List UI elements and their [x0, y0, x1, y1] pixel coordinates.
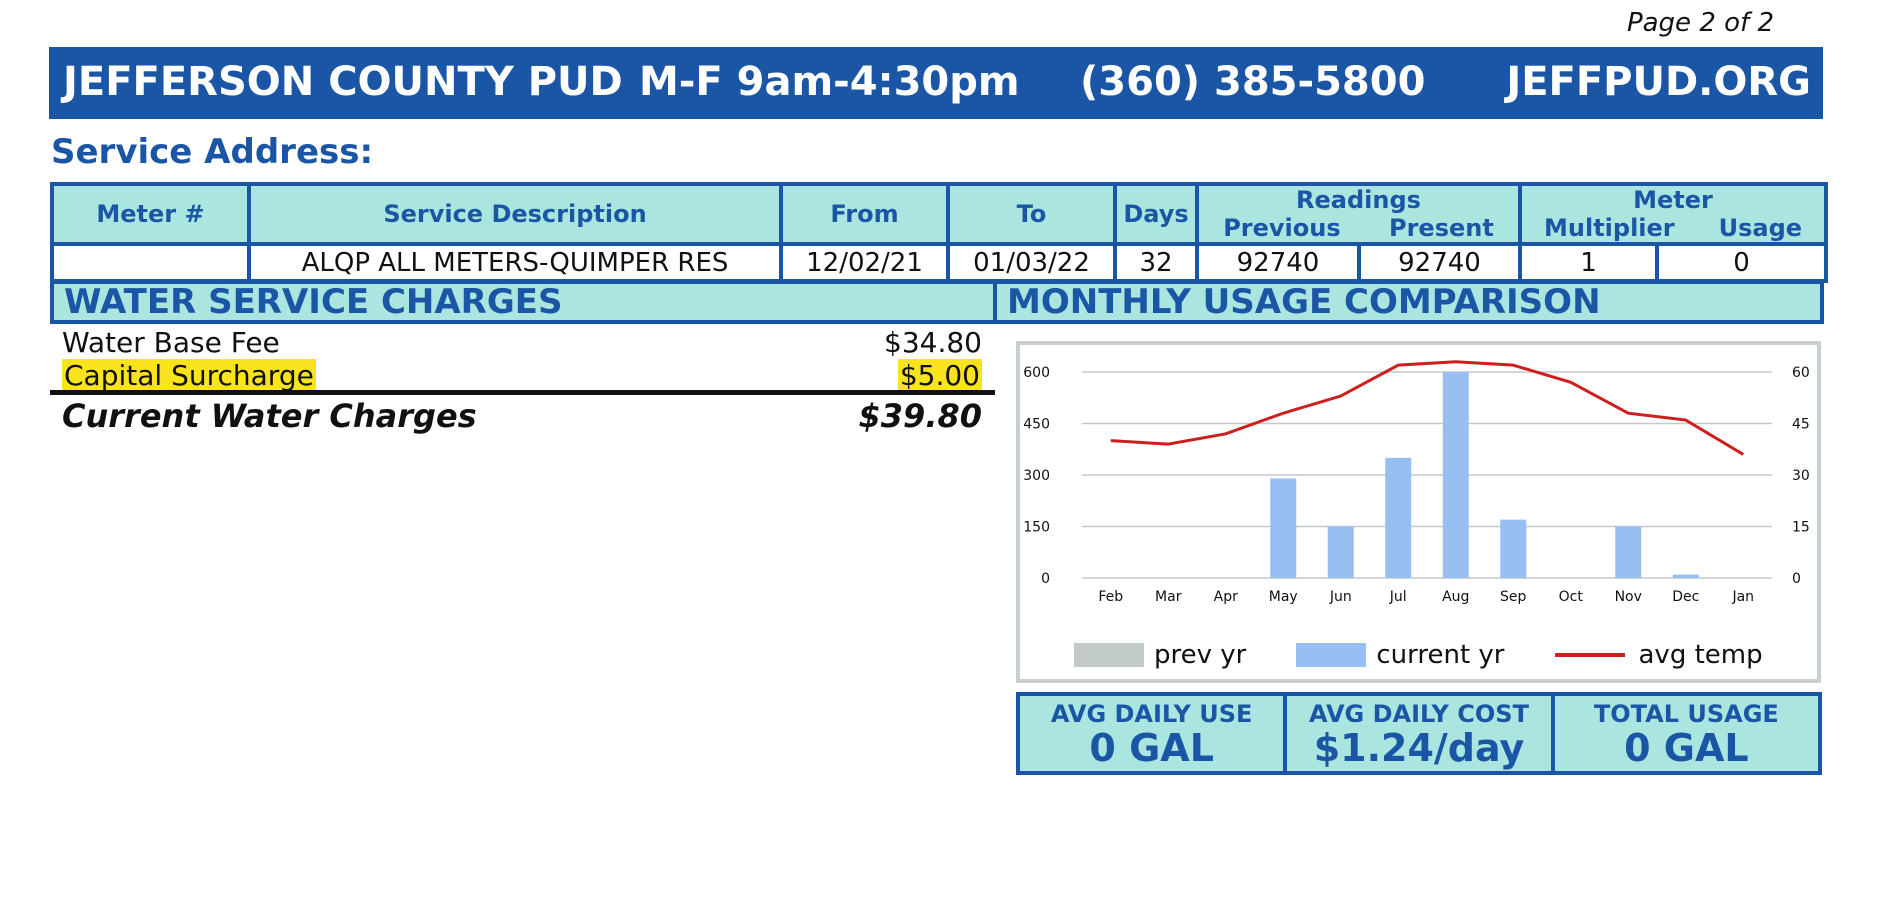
company-name: JEFFERSON COUNTY PUD	[63, 59, 623, 105]
readings-label: Readings	[1296, 186, 1421, 214]
total-label: Current Water Charges	[62, 397, 477, 435]
charge-label: Water Base Fee	[62, 326, 280, 359]
legend-label: avg temp	[1638, 640, 1763, 670]
y-left-tick-label: 300	[1023, 468, 1050, 484]
bar-current-yr-aug	[1442, 372, 1469, 578]
charge-amount: $34.80	[884, 326, 982, 359]
present-cell: 92740	[1356, 242, 1523, 283]
multiplier-header: Multiplier	[1544, 214, 1675, 242]
meter-num-header: Meter #	[50, 182, 251, 246]
page-number: Page 2 of 2	[1626, 8, 1774, 38]
x-tick-label: Feb	[1098, 589, 1123, 605]
stat-label: TOTAL USAGE	[1593, 700, 1779, 728]
legend-line	[1554, 653, 1625, 657]
service-description-cell: ALQP ALL METERS-QUIMPER RES	[247, 242, 783, 283]
x-tick-label: Mar	[1155, 589, 1182, 605]
line-avg-temp	[1110, 360, 1745, 456]
y-right-tick-label: 60	[1792, 365, 1810, 381]
usage-chart: 0 150 300 450 600 0 15 30 45 60 Feb Mar Apr May Jun Jul…	[1016, 341, 1821, 683]
stat-value: $1.24/day	[1313, 726, 1525, 770]
y-right-tick-label: 15	[1792, 520, 1810, 536]
x-tick-label: Sep	[1500, 589, 1527, 605]
x-tick-label: Oct	[1559, 589, 1584, 605]
meter-table-header: Meter # Service Description From To Days…	[50, 182, 1829, 246]
x-tick-label: May	[1269, 589, 1298, 605]
meter-num-cell	[50, 242, 251, 283]
website-link[interactable]: JEFFPUD.ORG	[1506, 59, 1811, 105]
bar-current-yr-jul	[1385, 457, 1412, 578]
from-cell: 12/02/21	[779, 242, 950, 283]
header-bar: JEFFERSON COUNTY PUD M-F 9am-4:30pm (360…	[49, 47, 1823, 119]
legend-prev-yr: prev yr	[1074, 640, 1246, 670]
usage-stats: AVG DAILY USE 0 GAL AVG DAILY COST $1.24…	[1016, 692, 1822, 775]
y-left-tick-label: 600	[1023, 365, 1050, 381]
legend-current-yr: current yr	[1296, 640, 1505, 670]
stat-value: 0 GAL	[1624, 726, 1749, 770]
legend-swatch	[1296, 643, 1367, 667]
bar-current-yr-dec	[1672, 574, 1699, 578]
x-tick-label: Dec	[1672, 589, 1699, 605]
y-right-tick-label: 0	[1792, 571, 1801, 587]
legend-label: current yr	[1376, 640, 1505, 670]
multiplier-cell: 1	[1518, 242, 1660, 283]
x-tick-label: Apr	[1214, 589, 1238, 605]
bar-current-yr-nov	[1615, 526, 1642, 578]
y-left-tick-label: 150	[1023, 520, 1050, 536]
bar-current-yr-jun	[1327, 526, 1354, 578]
days-header: Days	[1113, 182, 1199, 246]
charge-line-base-fee: Water Base Fee $34.80	[62, 326, 982, 359]
bar-current-yr-sep	[1500, 519, 1527, 578]
total-amount: $39.80	[858, 397, 982, 435]
legend-avg-temp: avg temp	[1554, 640, 1763, 670]
service-description-header: Service Description	[247, 182, 783, 246]
days-cell: 32	[1113, 242, 1199, 283]
charge-label: Capital Surcharge	[62, 359, 316, 392]
stat-avg-daily-cost: AVG DAILY COST $1.24/day	[1283, 692, 1555, 775]
legend-label: prev yr	[1154, 640, 1247, 670]
stat-label: AVG DAILY USE	[1050, 700, 1253, 728]
usage-chart-svg: 0 150 300 450 600 0 15 30 45 60 Feb Mar Apr May Jun Jul…	[1023, 360, 1810, 605]
total-divider	[50, 390, 995, 395]
x-tick-label: Jan	[1731, 589, 1754, 605]
meter-label: Meter	[1633, 186, 1713, 214]
y-left-tick-label: 450	[1023, 417, 1050, 433]
usage-header: Usage	[1718, 214, 1803, 242]
table-row: ALQP ALL METERS-QUIMPER RES 12/02/21 01/…	[50, 242, 1829, 283]
usage-comparison-title: MONTHLY USAGE COMPARISON	[993, 280, 1824, 324]
y-right-tick-label: 45	[1792, 417, 1810, 433]
from-header: From	[779, 182, 950, 246]
x-tick-label: Jul	[1389, 589, 1407, 605]
to-header: To	[946, 182, 1117, 246]
x-tick-label: Jun	[1329, 589, 1352, 605]
bar-current-yr-may	[1270, 478, 1297, 578]
to-cell: 01/03/22	[946, 242, 1117, 283]
previous-header: Previous	[1223, 214, 1341, 242]
x-tick-label: Nov	[1615, 589, 1642, 605]
chart-legend: prev yr current yr avg temp	[1074, 640, 1813, 670]
charge-line-capital-surcharge: Capital Surcharge $5.00	[62, 359, 982, 392]
stat-value: 0 GAL	[1089, 726, 1214, 770]
stat-label: AVG DAILY COST	[1309, 700, 1529, 728]
office-hours: M-F 9am-4:30pm	[639, 59, 1020, 105]
charge-amount: $5.00	[897, 359, 982, 392]
present-header: Present	[1389, 214, 1494, 242]
service-address-label: Service Address:	[51, 132, 374, 172]
total-line: Current Water Charges $39.80	[62, 397, 982, 435]
water-charges-title: WATER SERVICE CHARGES	[50, 280, 997, 324]
phone-number: (360) 385-5800	[1080, 59, 1426, 105]
legend-swatch	[1074, 643, 1144, 667]
x-tick-label: Aug	[1442, 589, 1469, 605]
meter-table: Meter # Service Description From To Days…	[50, 182, 1829, 283]
stat-total-usage: TOTAL USAGE 0 GAL	[1550, 692, 1822, 775]
previous-cell: 92740	[1195, 242, 1361, 283]
y-right-tick-label: 30	[1792, 468, 1810, 484]
y-left-tick-label: 0	[1041, 571, 1050, 587]
stat-avg-daily-use: AVG DAILY USE 0 GAL	[1016, 692, 1288, 775]
readings-header: Readings Previous Present	[1194, 182, 1523, 246]
meter-header: Meter Multiplier Usage	[1518, 182, 1829, 246]
usage-cell: 0	[1655, 242, 1829, 283]
